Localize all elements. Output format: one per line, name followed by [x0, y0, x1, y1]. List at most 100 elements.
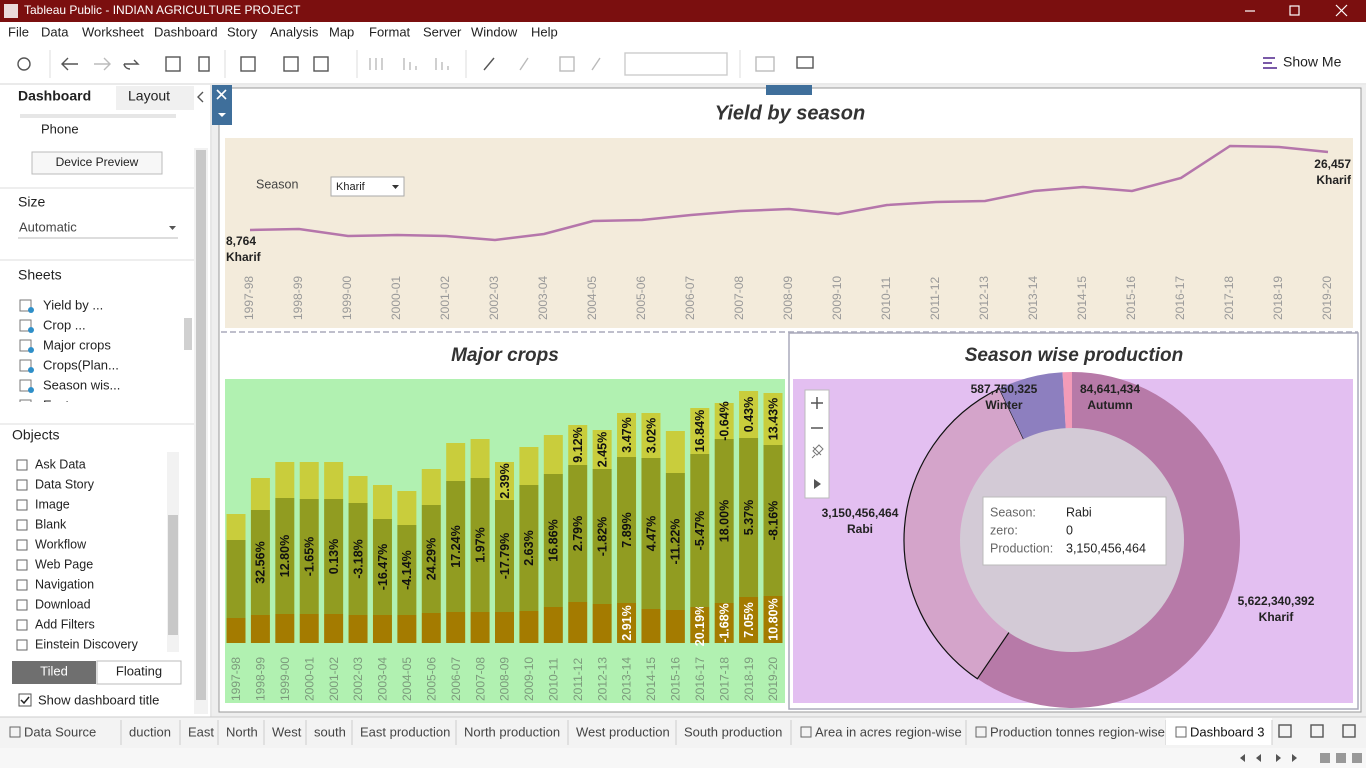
- device-preview-label[interactable]: Device Preview: [56, 155, 139, 169]
- object-item[interactable]: Image: [35, 497, 70, 511]
- tiled-button[interactable]: [12, 661, 96, 684]
- object-item[interactable]: Web Page: [35, 557, 93, 571]
- sheet-tab[interactable]: North production: [464, 724, 560, 739]
- object-item[interactable]: Einstein Discovery: [35, 637, 139, 651]
- sheet-tab[interactable]: Area in acres region-wise: [815, 724, 962, 739]
- segment-label: 17.24%: [449, 525, 463, 567]
- show-me[interactable]: Show Me: [1283, 54, 1342, 70]
- segment-label: -17.79%: [498, 533, 512, 580]
- sheet-tab[interactable]: East: [188, 724, 214, 739]
- chart-title: Season wise production: [965, 345, 1184, 366]
- object-item[interactable]: Workflow: [35, 537, 87, 551]
- x-tick-label: 2015-16: [1124, 276, 1138, 320]
- bar-segment: [519, 447, 539, 485]
- filter-value[interactable]: Kharif: [336, 181, 366, 193]
- container-handle[interactable]: [212, 85, 232, 125]
- toolbar-icons[interactable]: [17, 52, 1277, 76]
- more-icon[interactable]: [218, 113, 226, 117]
- panel-tab[interactable]: Layout: [128, 88, 170, 104]
- sheet-item[interactable]: Crop ...: [43, 317, 86, 332]
- object-item[interactable]: Navigation: [35, 577, 94, 591]
- drag-handle[interactable]: [766, 85, 812, 95]
- menu-item[interactable]: Window: [471, 24, 518, 39]
- menu-item[interactable]: Data: [41, 24, 69, 39]
- zoom-in[interactable]: [811, 397, 823, 409]
- size-heading: Size: [18, 194, 45, 210]
- x-tick-label: 2002-03: [351, 657, 365, 701]
- object-item[interactable]: Data Story: [35, 477, 95, 491]
- menu-item[interactable]: Worksheet: [82, 24, 144, 39]
- play[interactable]: [814, 479, 821, 489]
- bar-segment: [372, 519, 392, 615]
- size-value[interactable]: Automatic: [19, 219, 77, 234]
- object-item[interactable]: Ask Data: [35, 457, 86, 471]
- floating-button[interactable]: [96, 660, 182, 685]
- menu-item[interactable]: File: [8, 24, 29, 39]
- close-icon[interactable]: [216, 89, 227, 100]
- device-preview-button[interactable]: [31, 151, 163, 175]
- size-dropdown[interactable]: [169, 226, 176, 230]
- dropdown-arrow[interactable]: [392, 185, 399, 189]
- sheet-tab[interactable]: Data Source: [24, 724, 96, 739]
- bar-segment: [250, 478, 270, 510]
- device-phone[interactable]: Phone: [41, 121, 79, 136]
- segment-label: -8.16%: [766, 501, 780, 541]
- x-tick-label: 2002-03: [487, 276, 501, 320]
- bar-segment: [372, 485, 392, 519]
- new-sheet-icons[interactable]: [1278, 724, 1356, 738]
- menu-item[interactable]: Server: [423, 24, 462, 39]
- tiled-label[interactable]: Tiled: [40, 663, 68, 678]
- sheet-item[interactable]: Yield by ...: [43, 297, 103, 312]
- sheet-item[interactable]: East: [43, 397, 69, 412]
- menu-item[interactable]: Story: [227, 24, 258, 39]
- filter-dropdown[interactable]: [330, 176, 405, 197]
- bar-segment: [763, 393, 783, 445]
- sheet-tab[interactable]: Production tonnes region-wise: [990, 724, 1165, 739]
- sheet-tab[interactable]: West: [272, 724, 302, 739]
- bar-segment: [324, 499, 344, 614]
- sheet-item[interactable]: Major crops: [43, 337, 111, 352]
- sheet-tab[interactable]: North: [226, 724, 258, 739]
- object-item[interactable]: Add Filters: [35, 617, 95, 631]
- sheets-scroll[interactable]: [184, 318, 192, 350]
- pin[interactable]: [811, 444, 824, 459]
- segment-label: 2.63%: [522, 530, 536, 565]
- sheet-badge: [28, 327, 34, 333]
- bar-segment: [690, 607, 710, 643]
- objects-scroll-thumb[interactable]: [168, 515, 178, 635]
- object-item[interactable]: Download: [35, 597, 91, 611]
- object-item[interactable]: Blank: [35, 517, 67, 531]
- sheet-item[interactable]: Season wis...: [43, 377, 120, 392]
- menu-item[interactable]: Help: [531, 24, 558, 39]
- menu-item[interactable]: Analysis: [270, 24, 319, 39]
- panel-tab[interactable]: Dashboard: [18, 88, 91, 104]
- sheet-item[interactable]: Crops(Plan...: [43, 357, 119, 372]
- sheet-tab[interactable]: duction: [129, 724, 171, 739]
- tooltip-value: 0: [1066, 523, 1073, 537]
- menu-item[interactable]: Dashboard: [154, 24, 218, 39]
- x-tick-label: 2017-18: [717, 657, 731, 701]
- sheet-tab[interactable]: South production: [684, 724, 782, 739]
- scroll-thumb[interactable]: [196, 150, 206, 700]
- bar-segment: [617, 603, 637, 643]
- sheet-tab[interactable]: Dashboard 3: [1190, 724, 1264, 739]
- tab-icon: [800, 726, 812, 738]
- bar-segment: [470, 612, 490, 643]
- sheet-tab[interactable]: West production: [576, 724, 670, 739]
- window-controls[interactable]: [1245, 4, 1348, 17]
- floating-label[interactable]: Floating: [116, 663, 162, 678]
- show-title-label[interactable]: Show dashboard title: [38, 692, 159, 707]
- object-icon: [16, 599, 28, 611]
- sheet-tab[interactable]: East production: [360, 724, 450, 739]
- sheet-tab[interactable]: south: [314, 724, 346, 739]
- checkbox[interactable]: [18, 693, 32, 707]
- collapse-panel[interactable]: [197, 91, 204, 103]
- menu-item[interactable]: Map: [329, 24, 354, 39]
- window-title: Tableau Public - INDIAN AGRICULTURE PROJ…: [24, 3, 301, 17]
- tab-navigation[interactable]: [1240, 753, 1362, 763]
- x-tick-label: 2019-20: [766, 657, 780, 701]
- slice-category-label: Winter: [985, 398, 1023, 412]
- menu-item[interactable]: Format: [369, 24, 411, 39]
- sheet-badge: [28, 307, 34, 313]
